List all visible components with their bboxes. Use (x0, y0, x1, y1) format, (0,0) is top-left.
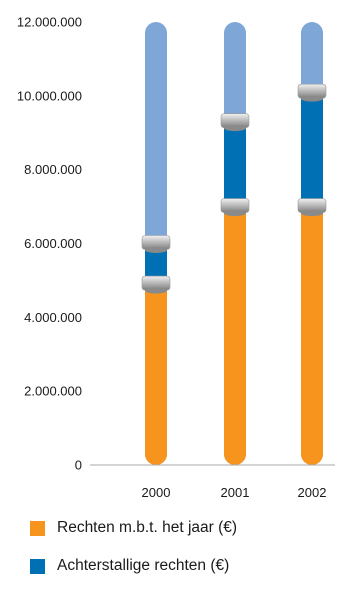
x-tick-label: 2001 (221, 485, 250, 500)
legend-item-rechten: Rechten m.b.t. het jaar (€) (30, 518, 237, 538)
legend-item-achterstallig: Achterstallige rechten (€) (30, 556, 237, 576)
y-tick-label: 2.000.000 (24, 384, 82, 399)
connector-rechten (141, 275, 171, 294)
connector-shadow (145, 287, 167, 294)
x-tick-label: 2000 (142, 485, 171, 500)
connector-achterstallig (220, 113, 250, 132)
connector-shadow (145, 247, 167, 253)
legend-swatch-achterstallig (30, 558, 45, 574)
bar-group-2001 (220, 22, 250, 466)
bar-segment-achterstallig (145, 243, 167, 285)
y-tick-label: 10.000.000 (17, 88, 82, 103)
x-axis: 2000 2001 2002 (90, 464, 335, 500)
x-tick-label: 2002 (298, 485, 327, 500)
y-tick-label: 12.000.000 (17, 15, 82, 30)
legend-swatch-rechten (30, 520, 45, 536)
connector-shadow (301, 210, 323, 217)
legend-label-achterstallig: Achterstallige rechten (€) (57, 557, 230, 574)
legend-label-rechten: Rechten m.b.t. het jaar (€) (57, 519, 238, 536)
connector-achterstallig (141, 235, 171, 253)
legend: Rechten m.b.t. het jaar (€) Achterstalli… (30, 518, 237, 594)
connector-shadow (301, 95, 323, 102)
y-axis: 0 2.000.000 4.000.000 6.000.000 8.000.000 10.… (17, 15, 82, 473)
connector-rechten (297, 198, 327, 217)
bar-segment-achterstallig (224, 121, 246, 207)
bar-segment-rechten (145, 284, 167, 465)
y-tick-label: 0 (75, 458, 82, 473)
bars (141, 22, 327, 466)
connector-achterstallig (297, 83, 327, 102)
stacked-bar-chart: 0 2.000.000 4.000.000 6.000.000 8.000.000 10.… (17, 15, 335, 500)
connector-rechten (220, 198, 250, 217)
connector-shadow (224, 210, 246, 217)
bar-segment-rechten (301, 206, 323, 466)
y-tick-label: 4.000.000 (24, 310, 82, 325)
y-tick-label: 6.000.000 (24, 236, 82, 251)
y-tick-label: 8.000.000 (24, 162, 82, 177)
bar-segment-rechten (224, 206, 246, 466)
connector-shadow (224, 125, 246, 132)
bar-group-2002 (297, 22, 327, 466)
bar-group-2000 (141, 22, 171, 465)
bar-segment-achterstallig (301, 92, 323, 207)
